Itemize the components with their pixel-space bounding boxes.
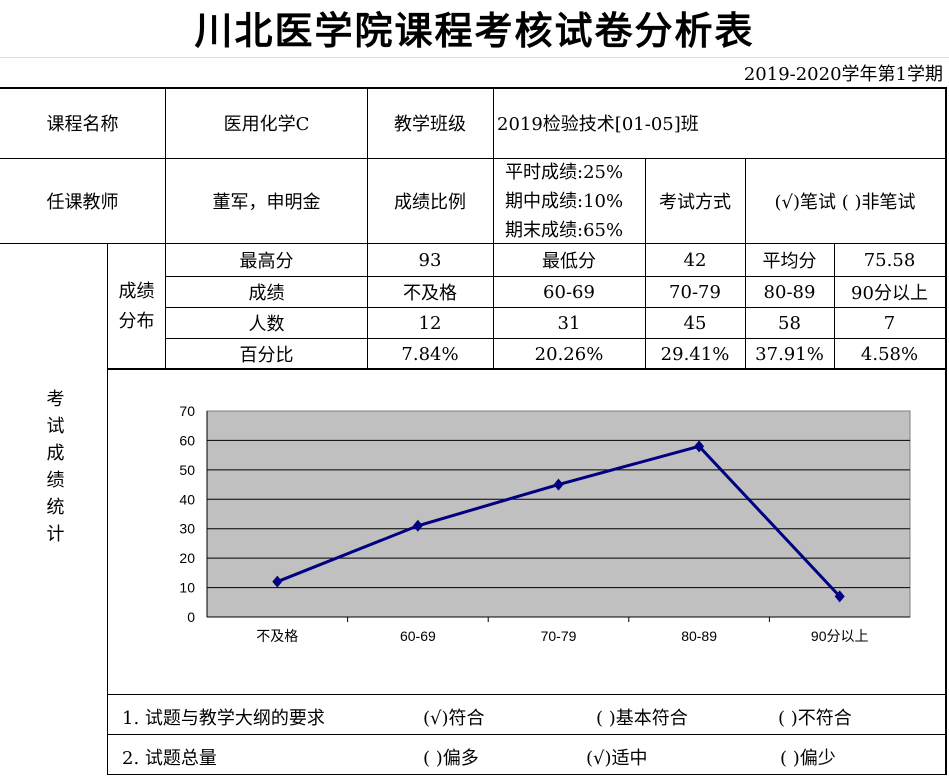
- grade-cell: 80-89: [763, 281, 816, 303]
- ratio-final: 期末成绩:65%: [505, 219, 624, 241]
- y-tick-label: 40: [179, 491, 195, 507]
- count-cell: 58: [778, 312, 801, 334]
- ratio-midterm: 期中成绩:10%: [505, 190, 624, 212]
- count-cell: 31: [557, 312, 581, 334]
- course-label: 课程名称: [46, 114, 119, 135]
- x-tick-label: 90分以上: [811, 628, 869, 644]
- grade-cell: 90分以上: [851, 283, 928, 304]
- percent-cell: 20.26%: [534, 343, 604, 365]
- count-cell: 12: [418, 312, 442, 334]
- count-cell: 45: [683, 312, 707, 334]
- data-point: [694, 440, 705, 453]
- min-label: 最低分: [542, 251, 596, 272]
- semester: 2019-2020学年第1学期: [743, 63, 943, 85]
- min-value: 42: [683, 249, 707, 271]
- question-2-option-1[interactable]: ( )偏多: [423, 748, 479, 769]
- percent-cell: 7.84%: [401, 343, 459, 365]
- question-1-option-2[interactable]: ( )基本符合: [596, 708, 688, 729]
- question-1-option-3[interactable]: ( )不符合: [778, 708, 852, 729]
- count-label: 人数: [248, 314, 285, 335]
- data-point: [834, 590, 845, 603]
- question-2-label: 2. 试题总量: [122, 748, 217, 769]
- exam-value: (√)笔试 ( )非笔试: [774, 192, 916, 213]
- question-1-option-1[interactable]: (√)符合: [423, 708, 485, 729]
- ratio-values: 平时成绩:25% 期中成绩:10% 期末成绩:65%: [505, 159, 623, 243]
- percent-label: 百分比: [239, 345, 294, 366]
- data-point: [272, 575, 283, 588]
- page-title: 川北医学院课程考核试卷分析表: [194, 8, 755, 53]
- class-value: 2019检验技术[01-05]班: [497, 114, 699, 135]
- grade-cell: 70-79: [669, 281, 721, 303]
- class-label: 教学班级: [394, 114, 466, 135]
- max-value: 93: [418, 249, 442, 271]
- x-tick-label: 70-79: [541, 628, 577, 644]
- exam-label: 考试方式: [659, 192, 731, 213]
- count-cell: 7: [883, 312, 896, 334]
- question-2-option-2[interactable]: (√)适中: [586, 748, 648, 769]
- percent-cell: 29.41%: [660, 343, 730, 365]
- grade-label: 成绩: [248, 283, 285, 304]
- course-value: 医用化学C: [223, 114, 310, 135]
- data-point: [553, 478, 564, 491]
- percent-cell: 37.91%: [755, 343, 824, 365]
- y-tick-label: 50: [179, 462, 195, 478]
- data-point: [412, 519, 423, 532]
- grade-cell: 不及格: [403, 283, 457, 304]
- avg-value: 75.58: [863, 249, 916, 271]
- y-tick-label: 70: [179, 403, 195, 419]
- x-tick-label: 60-69: [400, 628, 436, 644]
- grade-cell: 60-69: [543, 281, 595, 303]
- distribution-label: 成绩分布: [118, 281, 155, 332]
- teacher-value: 董军，申明金: [212, 192, 321, 213]
- y-tick-label: 60: [179, 432, 195, 448]
- section-label: 考试成绩统计: [43, 389, 65, 551]
- question-1-label: 1. 试题与教学大纲的要求: [122, 708, 325, 729]
- y-tick-label: 20: [179, 550, 195, 566]
- max-label: 最高分: [239, 251, 294, 272]
- percent-cell: 4.58%: [860, 343, 919, 365]
- question-2-option-3[interactable]: ( )偏少: [780, 748, 836, 769]
- x-tick-label: 80-89: [681, 628, 717, 644]
- y-tick-label: 30: [179, 521, 195, 537]
- teacher-label: 任课教师: [46, 192, 119, 213]
- y-tick-label: 10: [179, 580, 195, 596]
- y-tick-label: 0: [187, 609, 195, 625]
- ratio-label: 成绩比例: [394, 192, 466, 213]
- avg-label: 平均分: [762, 251, 817, 272]
- ratio-regular: 平时成绩:25%: [505, 161, 624, 183]
- x-tick-label: 不及格: [256, 628, 298, 644]
- plot-area: [206, 410, 911, 618]
- line-chart: 0 10 20 30 40 50 60 70 不及格 60-69 70-79 80-89 90分以上: [179, 403, 911, 644]
